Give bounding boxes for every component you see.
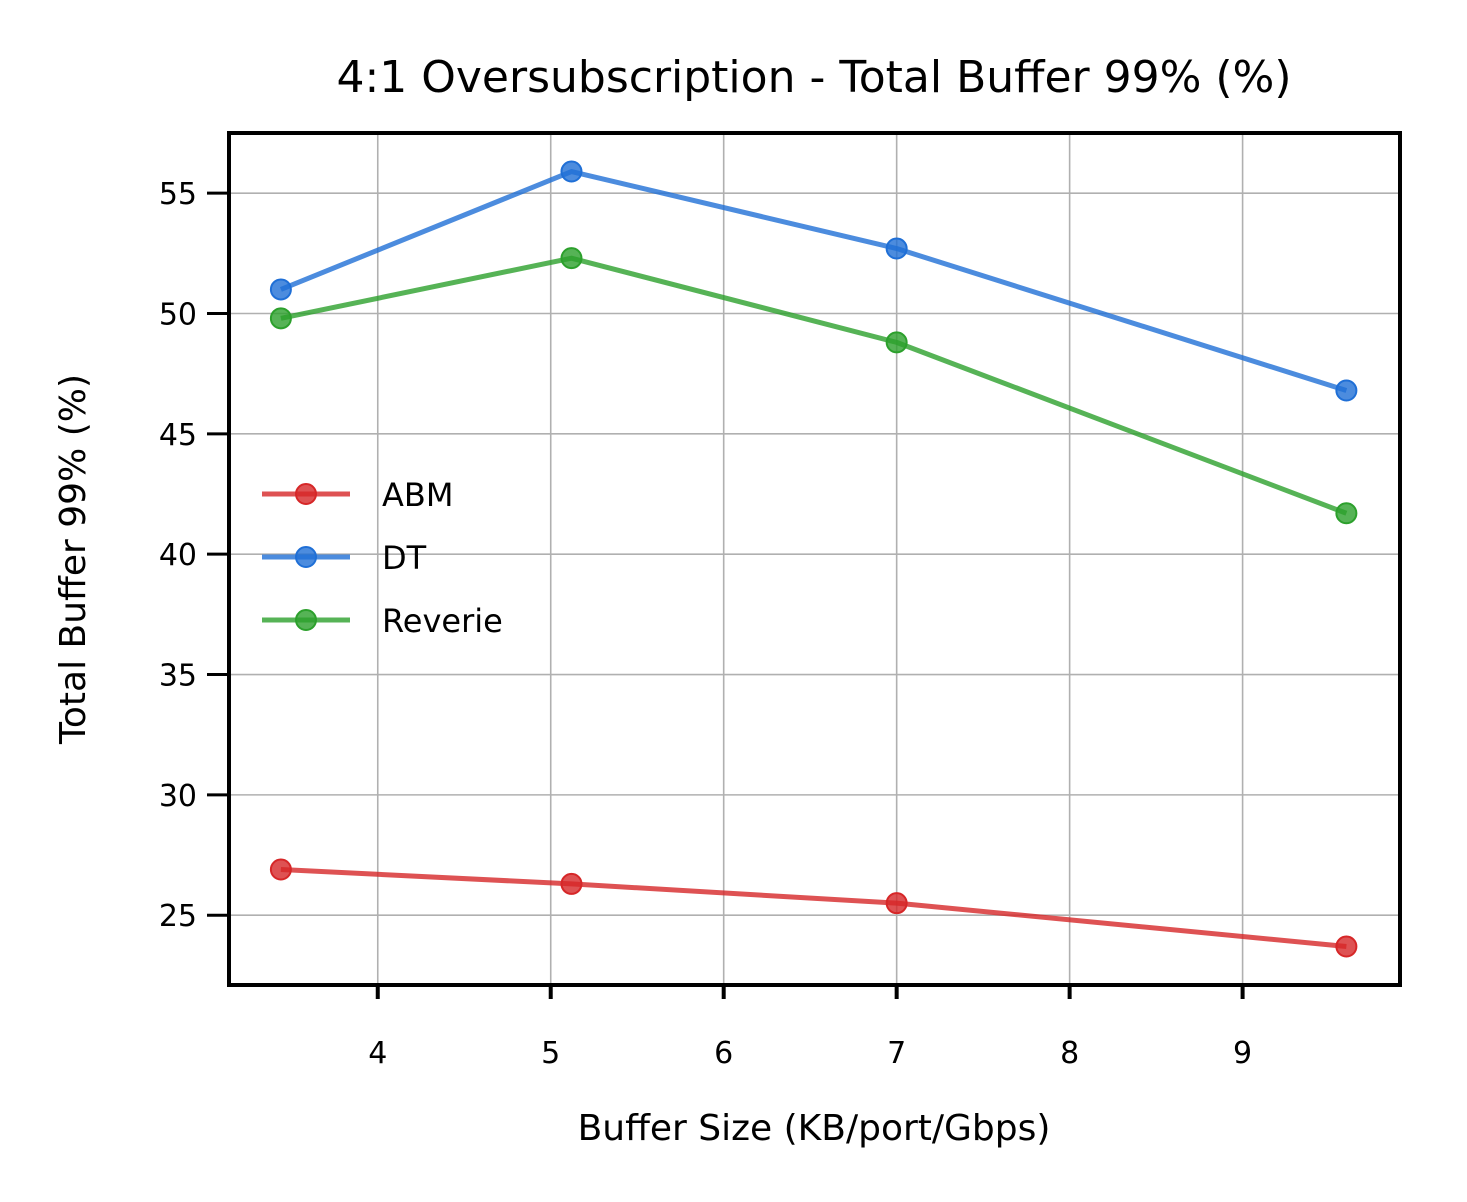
chart-title: 4:1 Oversubscription - Total Buffer 99% … (336, 52, 1291, 103)
data-point-abm (560, 872, 583, 895)
data-point-dt (560, 160, 583, 183)
x-tick-label: 6 (714, 1036, 733, 1071)
y-tick-label: 35 (159, 659, 197, 694)
data-point-reverie (885, 331, 908, 354)
x-axis-label: Buffer Size (KB/port/Gbps) (578, 1108, 1051, 1149)
data-point-dt (269, 278, 292, 301)
series-line-abm (280, 866, 1347, 949)
x-tick-label: 4 (368, 1036, 387, 1071)
data-point-reverie (1335, 502, 1358, 525)
x-tick-label: 9 (1233, 1036, 1252, 1071)
series-line-dt (279, 169, 1348, 393)
data-point-dt (1335, 379, 1358, 402)
legend-marker-dt (295, 546, 317, 568)
y-tick-label: 55 (159, 177, 197, 212)
legend: ABM DT Reverie (262, 476, 503, 640)
grid-lines (229, 133, 1400, 985)
legend-marker-reverie (295, 609, 317, 631)
x-tick-label: 8 (1060, 1036, 1079, 1071)
y-tick-label: 40 (159, 538, 197, 573)
plot-frame (227, 131, 1402, 987)
data-point-dt (885, 237, 908, 260)
y-tick-label: 45 (159, 418, 197, 453)
legend-label-dt: DT (382, 539, 427, 577)
series-line-reverie (280, 255, 1348, 516)
legend-marker-abm (295, 483, 317, 505)
y-axis-label: Total Buffer 99% (%) (53, 374, 94, 745)
x-tick-label: 5 (541, 1036, 560, 1071)
data-point-abm (885, 892, 908, 915)
data-point-reverie (560, 247, 583, 270)
y-tick-label: 50 (159, 298, 197, 333)
x-tick-label: 7 (887, 1036, 906, 1071)
legend-label-reverie: Reverie (382, 602, 503, 640)
y-tick-label: 25 (159, 899, 197, 934)
data-point-reverie (269, 307, 292, 330)
series-lines (269, 160, 1358, 958)
data-point-abm (269, 858, 292, 881)
legend-label-abm: ABM (382, 476, 453, 514)
data-point-abm (1335, 935, 1358, 958)
y-tick-label: 30 (159, 779, 197, 814)
